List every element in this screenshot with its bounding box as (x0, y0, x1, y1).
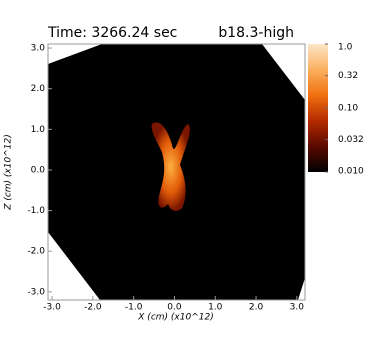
y-tick-label: -3.0 (27, 287, 45, 297)
x-tick-label: -1.0 (125, 303, 143, 313)
jet (151, 122, 190, 211)
y-tick-label: 0.0 (31, 165, 46, 175)
y-tick-label: -2.0 (27, 247, 45, 257)
y-tick-label: 1.0 (31, 125, 46, 135)
plot-area (48, 44, 305, 300)
chart-title: Time: 3266.24 sec (47, 25, 177, 41)
colorbar-tick-label: 1.0 (338, 43, 353, 53)
colorbar-tick-label: 0.010 (338, 167, 364, 177)
colorbar-tick-label: 0.32 (338, 71, 358, 81)
y-axis-label: Z (cm) (x10^12) (4, 134, 14, 210)
x-tick-label: 0.0 (167, 303, 182, 313)
x-tick-label: 2.0 (249, 303, 264, 313)
x-tick-label: -3.0 (43, 303, 61, 313)
y-tick-label: -1.0 (27, 206, 45, 216)
y-tick-label: 2.0 (31, 84, 46, 94)
x-tick-label: -2.0 (84, 303, 102, 313)
colorbar (308, 44, 328, 172)
run-label: b18.3-high (218, 25, 294, 41)
axes-frame (47, 43, 306, 301)
x-axis-label: X (cm) (x10^12) (137, 313, 213, 323)
colorbar-tick-label: 0.10 (338, 104, 358, 114)
x-tick-label: 3.0 (290, 303, 305, 313)
y-tick-label: 3.0 (31, 44, 46, 54)
x-tick-label: 1.0 (208, 303, 223, 313)
colorbar-tick-label: 0.032 (338, 135, 364, 145)
